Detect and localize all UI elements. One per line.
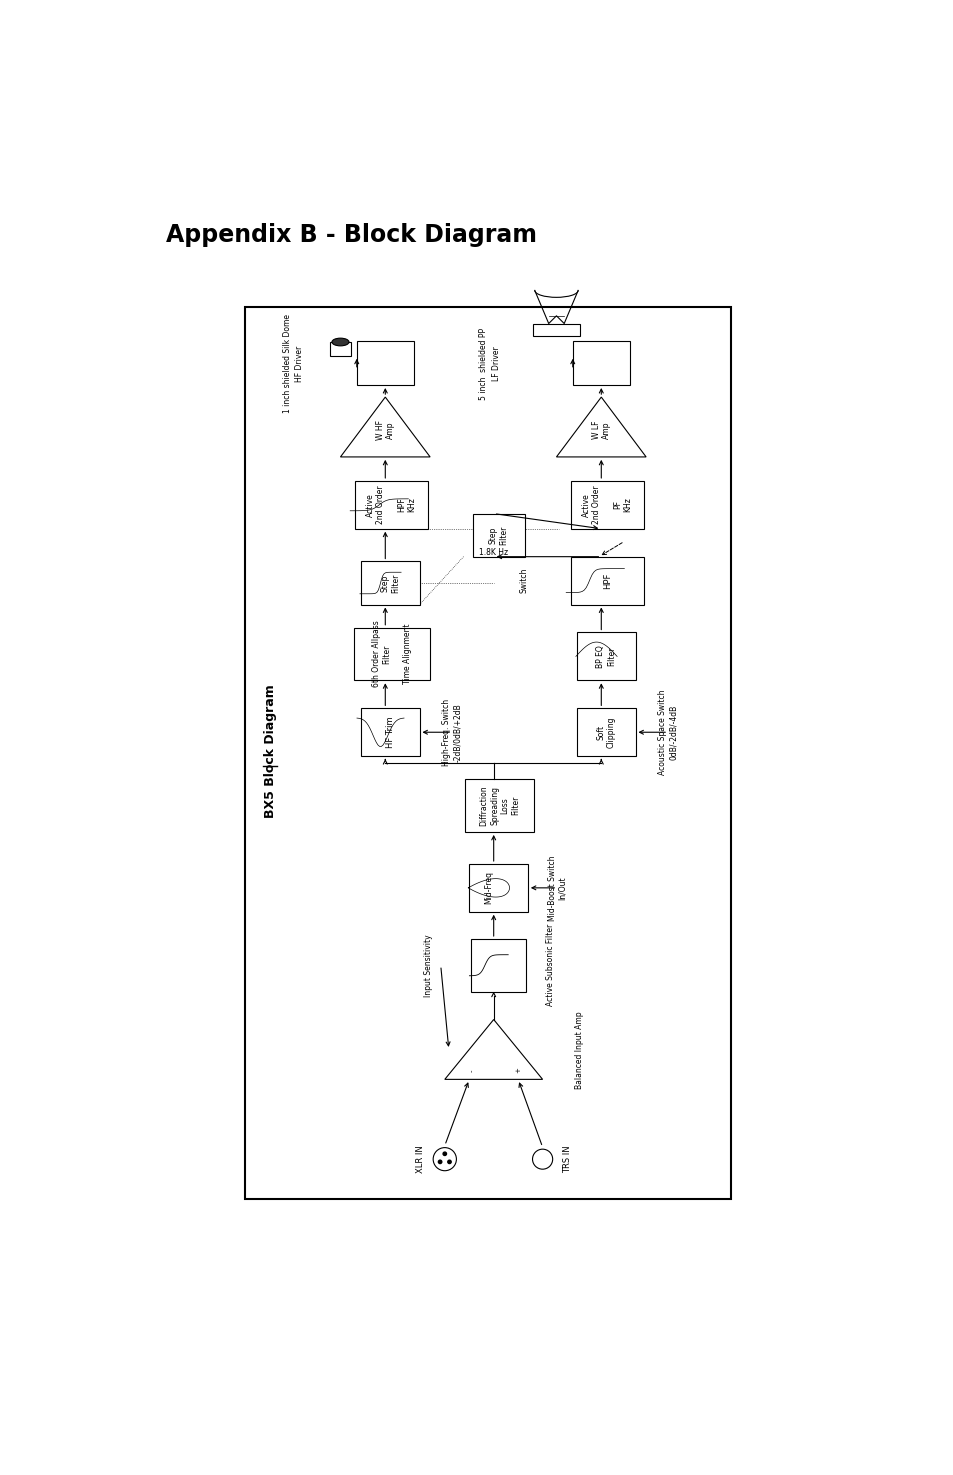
Text: W LF
Amp: W LF Amp <box>591 420 610 440</box>
Text: -: - <box>469 1069 475 1072</box>
Text: HF Trim: HF Trim <box>385 717 395 748</box>
Text: Mid-Boost Switch
In/Out: Mid-Boost Switch In/Out <box>547 855 566 920</box>
Text: +: + <box>515 1068 520 1074</box>
Text: 6th Order Allpass
Filter

Time Alignment: 6th Order Allpass Filter Time Alignment <box>372 621 412 687</box>
Bar <box>465 779 534 832</box>
Bar <box>533 323 579 336</box>
Bar <box>354 628 430 680</box>
Bar <box>471 940 526 991</box>
Bar <box>570 556 643 605</box>
Bar <box>576 633 635 680</box>
Polygon shape <box>556 397 645 457</box>
Text: Step
Filter: Step Filter <box>489 525 508 544</box>
Text: Balanced Input Amp: Balanced Input Amp <box>574 1010 583 1089</box>
Circle shape <box>442 1152 446 1155</box>
Text: 1.8K Hz: 1.8K Hz <box>478 549 507 558</box>
Text: XLR IN: XLR IN <box>416 1145 424 1173</box>
Text: HF Driver: HF Driver <box>294 345 304 382</box>
Text: Soft
Clipping: Soft Clipping <box>596 717 615 748</box>
Bar <box>355 481 427 528</box>
Text: 5 inch  shielded PP: 5 inch shielded PP <box>478 327 487 400</box>
Bar <box>472 513 524 556</box>
Bar <box>576 708 635 757</box>
Text: High-Freq. Switch
-2dB/0dB/+2dB: High-Freq. Switch -2dB/0dB/+2dB <box>442 699 461 766</box>
Text: Step
Filter: Step Filter <box>380 574 399 593</box>
Ellipse shape <box>332 338 349 345</box>
Circle shape <box>532 1149 552 1170</box>
Polygon shape <box>340 397 430 457</box>
Text: Active Subsonic Filter: Active Subsonic Filter <box>546 925 555 1006</box>
Bar <box>469 864 527 912</box>
Bar <box>360 562 419 605</box>
Bar <box>570 481 643 528</box>
Text: W HF
Amp: W HF Amp <box>375 420 395 440</box>
Text: Active
2nd Order

HPF
KHz: Active 2nd Order HPF KHz <box>366 485 416 524</box>
Bar <box>572 341 629 385</box>
Text: 1 inch shielded Silk Dome: 1 inch shielded Silk Dome <box>283 314 292 413</box>
Text: Input Sensitivity: Input Sensitivity <box>423 934 433 997</box>
Text: Mid-Freq: Mid-Freq <box>484 872 493 904</box>
Text: Diffraction
Spreading
Loss
Filter: Diffraction Spreading Loss Filter <box>479 785 519 826</box>
Text: BX5 Block Diagram: BX5 Block Diagram <box>264 684 276 817</box>
Text: BP EQ
Filter: BP EQ Filter <box>596 645 615 668</box>
Text: Active
2nd Order

PF
KHz: Active 2nd Order PF KHz <box>581 485 632 524</box>
Bar <box>356 341 414 385</box>
Text: Switch: Switch <box>518 568 528 593</box>
Polygon shape <box>444 1019 542 1080</box>
Text: HPF: HPF <box>602 572 611 589</box>
Text: TRS IN: TRS IN <box>562 1146 571 1173</box>
Text: LF Driver: LF Driver <box>492 347 501 381</box>
Bar <box>360 708 419 757</box>
Bar <box>330 342 351 355</box>
Bar <box>245 307 731 1199</box>
Circle shape <box>447 1161 451 1164</box>
Circle shape <box>433 1148 456 1171</box>
Circle shape <box>438 1161 441 1164</box>
Text: Acoustic Space Switch
0dB/-2dB/-4dB: Acoustic Space Switch 0dB/-2dB/-4dB <box>658 689 678 774</box>
Text: Appendix B - Block Diagram: Appendix B - Block Diagram <box>166 223 537 248</box>
